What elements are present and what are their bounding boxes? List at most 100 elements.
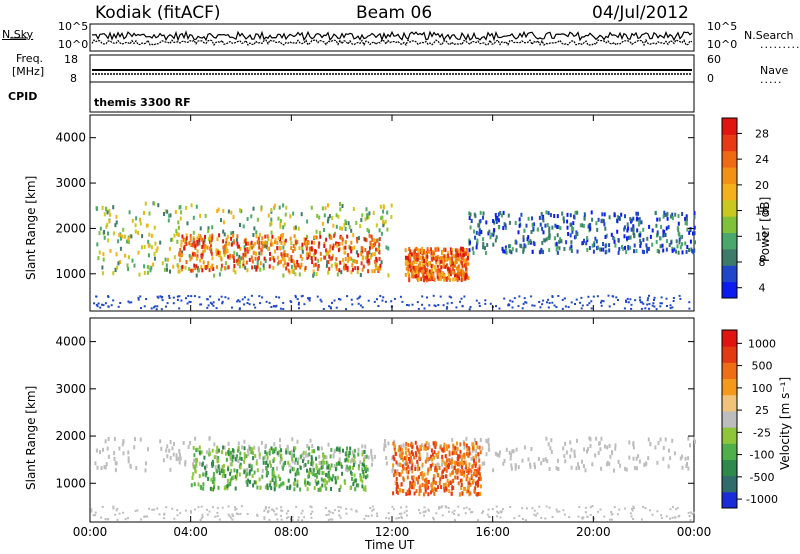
velocity-cell (356, 511, 358, 513)
power-cell (320, 257, 322, 261)
power-cell (375, 263, 377, 267)
velocity-cell (416, 460, 418, 464)
power-cell (154, 252, 156, 256)
power-cell (177, 265, 179, 269)
velocity-cell (690, 519, 692, 521)
power-cell (374, 301, 376, 303)
power-cell (108, 209, 110, 213)
power-cell (179, 258, 181, 262)
power-cell (253, 251, 255, 255)
power-cell (488, 230, 490, 234)
velocity-cell (431, 449, 433, 453)
velocity-cell (396, 477, 398, 481)
power-cell (380, 205, 382, 209)
velocity-cell (402, 489, 404, 493)
power-cell (652, 305, 654, 307)
velocity-cell (660, 438, 662, 442)
power-cell (322, 206, 324, 210)
velocity-cell (364, 467, 366, 471)
velocity-cell (276, 467, 278, 471)
power-cell (560, 239, 562, 243)
power-cell (592, 244, 594, 248)
velocity-cell (398, 448, 400, 452)
power-cell (287, 253, 289, 257)
power-cell (323, 308, 325, 310)
velocity-cell (212, 480, 214, 484)
power-cell (104, 212, 106, 216)
velocity-cell (193, 446, 195, 450)
velocity-colorbar-swatch (722, 395, 737, 412)
power-cell (684, 217, 686, 221)
velocity-cell (351, 509, 353, 511)
power-cell (459, 301, 461, 303)
velocity-cell (488, 509, 490, 511)
power-cell (358, 303, 360, 305)
velocity-cell (269, 460, 271, 464)
power-cell (580, 223, 582, 227)
power-cell (231, 243, 233, 247)
power-cell (233, 215, 235, 219)
power-cell (313, 264, 315, 268)
power-cell (152, 263, 154, 267)
power-cell (670, 304, 672, 306)
power-cell (256, 265, 258, 269)
power-cell (159, 295, 161, 297)
velocity-cell (423, 447, 425, 451)
velocity-cell (107, 518, 109, 520)
power-cell (572, 227, 574, 231)
velocity-cell (630, 512, 632, 514)
power-cell (320, 299, 322, 301)
velocity-cell (115, 461, 117, 465)
power-cell (417, 266, 419, 270)
velocity-cell (471, 474, 473, 478)
velocity-cell (685, 464, 687, 468)
velocity-cell (458, 463, 460, 467)
power-cell (585, 241, 587, 245)
power-cell (412, 275, 414, 279)
velocity-colorbar-tick-label: 500 (752, 360, 773, 373)
power-cell (602, 248, 604, 252)
power-cell (571, 301, 573, 303)
power-cell (296, 260, 298, 264)
velocity-colorbar-swatch (722, 427, 737, 444)
velocity-cell (328, 514, 330, 516)
power-cell (207, 229, 209, 233)
power-cell (484, 303, 486, 305)
power-cell (652, 229, 654, 233)
power-cell (685, 221, 687, 225)
velocity-cell (194, 437, 196, 441)
velocity-cell (409, 481, 411, 485)
power-cell (154, 257, 156, 261)
velocity-colorbar-tick-label: -1000 (746, 493, 778, 506)
power-cell (672, 216, 674, 220)
velocity-colorbar-tick-label: -100 (750, 449, 775, 462)
power-cell (294, 263, 296, 267)
velocity-cell (556, 466, 558, 470)
power-cell (548, 234, 550, 238)
power-cell (284, 242, 286, 246)
power-cell (313, 241, 315, 245)
power-cell (387, 273, 389, 277)
power-cell (405, 256, 407, 260)
velocity-cell (112, 506, 114, 508)
velocity-cell (461, 483, 463, 487)
velocity-cell (252, 483, 254, 487)
power-cell (211, 225, 213, 229)
power-cell (586, 248, 588, 252)
power-cell (329, 245, 331, 249)
power-cell (657, 230, 659, 234)
power-cell (633, 234, 635, 238)
velocity-cell (478, 477, 480, 481)
power-cell (477, 223, 479, 227)
velocity-cell (353, 454, 355, 458)
power-cell (662, 244, 664, 248)
power-cell (640, 301, 642, 303)
power-cell (135, 230, 137, 234)
velocity-cell (466, 448, 468, 452)
velocity-cell (409, 452, 411, 456)
velocity-cell (428, 468, 430, 472)
velocity-cell (267, 486, 269, 490)
power-cell (269, 264, 271, 268)
velocity-cell (590, 514, 592, 516)
power-cell (430, 276, 432, 280)
